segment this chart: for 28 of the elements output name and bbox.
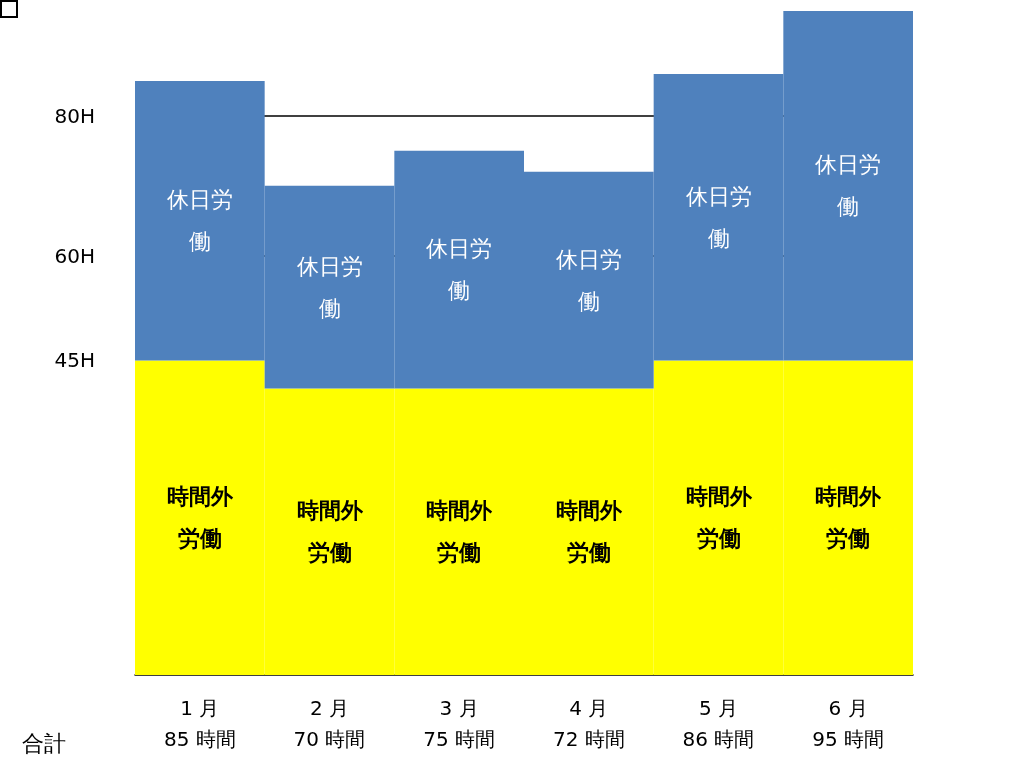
y-tick-label: 60H [54,243,95,268]
text: 時間外労働 [815,484,882,552]
x-tick-label: 3 月 [439,695,479,720]
text: 合計 [22,730,66,758]
total-label: 75 時間 [423,727,496,751]
x-tick-label: 5 月 [698,695,739,720]
text: 休日労働 [555,246,622,314]
x-tick-label: 4 月 [569,695,609,720]
total-label: 70 時間 [293,727,366,751]
series-label: 休日労働 [296,253,363,321]
y-tick-label: 80H [54,103,95,128]
text: 休日労働 [815,152,882,220]
total-label: 95 時間 [812,727,885,751]
y-tick-label: 45H [54,348,95,373]
text: 休日労働 [685,183,752,251]
x-tick-label: 2 月 [309,695,350,720]
text: 時間外労働 [685,484,752,552]
total-label: 86 時間 [682,727,755,751]
x-tick-label: 6 月 [828,695,868,720]
total-label: 85 時間 [163,727,236,751]
text: 時間外労働 [166,484,233,552]
x-tick-label: 1 月 [180,695,220,720]
total-label: 72 時間 [552,727,625,751]
text: 休日労働 [166,187,233,255]
text: 時間外労働 [555,498,622,566]
text: 休日労働 [426,236,493,304]
text: 時間外労働 [426,498,493,566]
series-label: 時間外労働 [296,498,364,566]
